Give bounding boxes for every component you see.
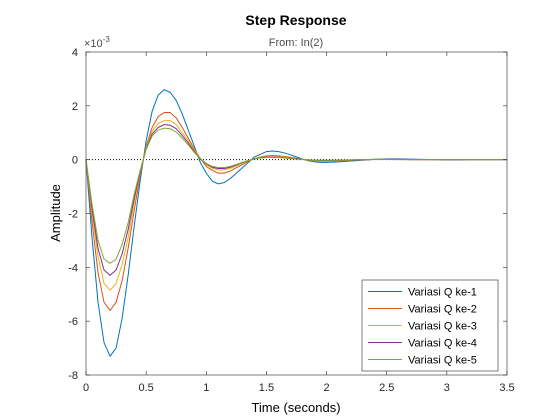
y-tick-label: -6 — [68, 316, 78, 328]
x-tick-label: 2 — [324, 382, 330, 394]
chart-title: Step Response — [245, 12, 346, 28]
chart-subtitle: From: In(2) — [269, 37, 323, 49]
x-tick-label: 0 — [83, 382, 89, 394]
y-tick-label: -2 — [68, 209, 78, 221]
x-tick-label: 2.5 — [379, 382, 394, 394]
y-axis-exponent: ×10-3 — [84, 35, 110, 50]
y-tick-label: 0 — [72, 155, 78, 167]
series-layer — [85, 89, 507, 357]
legend-label-1: Variasi Q ke-1 — [408, 287, 477, 299]
x-axis-label: Time (seconds) — [251, 400, 340, 415]
y-axis-label: Amplitude — [48, 184, 63, 242]
y-tick-label: 2 — [72, 101, 78, 113]
y-tick-label: 4 — [72, 47, 78, 59]
legend: Variasi Q ke-1 Variasi Q ke-2 Variasi Q ke… — [361, 279, 499, 372]
x-tick-label: 0.5 — [138, 382, 153, 394]
x-tick-label: 1 — [203, 382, 209, 394]
x-tick-label: 3.5 — [499, 382, 514, 394]
y-tick-label: -4 — [68, 262, 78, 274]
y-axis-exponent-base: ×10 — [84, 38, 103, 50]
series-line-5 — [85, 127, 507, 264]
legend-label-4: Variasi Q ke-4 — [408, 338, 477, 350]
legend-label-5: Variasi Q ke-5 — [408, 355, 477, 367]
tick-layer: 0 0.5 1 1.5 2 2.5 3 3.5 -8 -6 -4 -2 0 2 4 — [68, 47, 514, 394]
legend-label-2: Variasi Q ke-2 — [408, 304, 477, 316]
y-axis-exponent-power: -3 — [103, 35, 111, 44]
x-tick-label: 1.5 — [259, 382, 274, 394]
x-tick-label: 3 — [444, 382, 450, 394]
y-tick-label: -8 — [68, 370, 78, 382]
legend-label-3: Variasi Q ke-3 — [408, 321, 477, 333]
